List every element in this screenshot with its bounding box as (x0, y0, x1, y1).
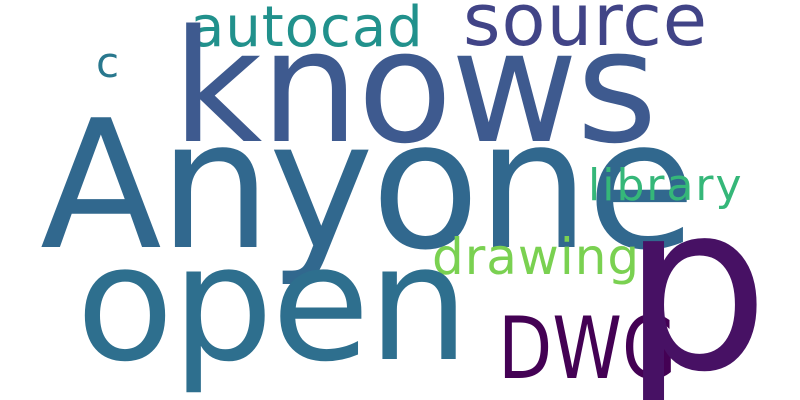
word-drawing: drawing (432, 228, 641, 286)
word-open: open (76, 210, 469, 397)
word-source: source (463, 0, 709, 62)
word-anyone: Anyone (40, 82, 696, 289)
word-dwg: DWG (498, 299, 677, 399)
word-knows: knows (172, 0, 658, 178)
word-c: c (96, 38, 120, 87)
word-library: library (588, 160, 744, 211)
word-autocad: autocad (190, 0, 424, 60)
word-p: p (622, 153, 770, 400)
